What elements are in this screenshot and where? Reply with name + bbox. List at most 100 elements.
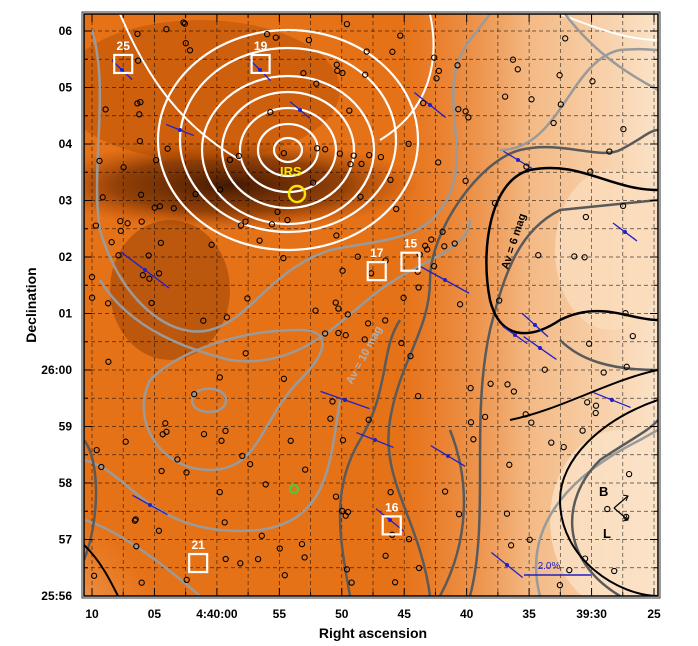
star-marker bbox=[133, 543, 140, 550]
star-marker bbox=[344, 311, 351, 318]
star-marker bbox=[309, 179, 317, 186]
vector-center bbox=[505, 563, 509, 567]
star-markers bbox=[88, 19, 636, 589]
star-marker bbox=[420, 99, 427, 107]
vector-center bbox=[538, 346, 542, 350]
contour-white bbox=[178, 46, 398, 234]
star-marker bbox=[587, 168, 594, 175]
highlight-box bbox=[381, 515, 402, 536]
star-marker bbox=[430, 263, 438, 270]
star-marker bbox=[339, 267, 346, 274]
star-marker bbox=[244, 295, 251, 302]
x-tick-label: 05 bbox=[148, 607, 162, 621]
star-marker bbox=[405, 140, 412, 148]
star-marker bbox=[407, 352, 414, 360]
x-tick-marks bbox=[91, 14, 655, 596]
star-marker bbox=[256, 237, 263, 244]
star-marker bbox=[99, 194, 106, 201]
star-marker bbox=[455, 511, 463, 518]
x-tick-label: 25 bbox=[647, 607, 661, 621]
star-marker bbox=[510, 388, 518, 395]
vector-center bbox=[428, 103, 432, 107]
highlight-box-label: 17 bbox=[370, 246, 384, 260]
plot-frame bbox=[83, 13, 659, 597]
irs-marker: IRS bbox=[280, 164, 307, 204]
scale-bar: 2.0% bbox=[524, 561, 591, 576]
star-marker bbox=[183, 576, 190, 584]
vector-center bbox=[533, 323, 537, 327]
star-marker bbox=[622, 310, 629, 317]
star-marker bbox=[242, 218, 249, 225]
star-marker bbox=[611, 567, 618, 575]
star-marker bbox=[181, 20, 189, 27]
star-marker bbox=[137, 191, 145, 198]
contour-gray bbox=[534, 428, 658, 596]
star-marker bbox=[454, 62, 461, 69]
star-marker bbox=[503, 510, 511, 517]
star-marker bbox=[267, 109, 274, 116]
star-marker bbox=[258, 532, 265, 539]
contour-white bbox=[379, 14, 435, 141]
star-marker bbox=[357, 193, 364, 200]
star-marker bbox=[629, 332, 636, 340]
star-marker bbox=[456, 301, 464, 308]
star-marker bbox=[415, 284, 422, 291]
compass-b: B bbox=[599, 484, 608, 499]
star-marker bbox=[208, 241, 215, 248]
star-marker bbox=[623, 363, 630, 370]
star-marker bbox=[186, 47, 194, 54]
star-marker bbox=[226, 156, 234, 164]
star-marker bbox=[157, 239, 165, 247]
star-marker bbox=[522, 411, 529, 418]
highlight-box bbox=[250, 53, 271, 75]
star-marker bbox=[96, 157, 103, 165]
star-marker bbox=[263, 31, 271, 38]
star-marker bbox=[344, 508, 352, 516]
contour-gray bbox=[564, 14, 658, 92]
star-marker bbox=[363, 48, 370, 55]
star-marker bbox=[262, 481, 269, 488]
star-marker bbox=[136, 137, 144, 145]
star-marker bbox=[280, 254, 287, 262]
star-marker bbox=[200, 430, 208, 438]
highlight-box-label: 21 bbox=[191, 538, 205, 552]
contour-white bbox=[119, 14, 241, 161]
star-marker bbox=[377, 153, 385, 161]
y-tick-label: 02 bbox=[59, 250, 73, 264]
star-marker bbox=[451, 240, 458, 247]
star-marker bbox=[481, 413, 489, 421]
contour-white bbox=[156, 28, 420, 252]
star-marker bbox=[162, 420, 169, 427]
x-tick-label: 50 bbox=[335, 607, 349, 621]
star-marker bbox=[174, 456, 181, 463]
star-marker bbox=[382, 317, 389, 324]
contour-white bbox=[559, 14, 658, 41]
star-marker bbox=[342, 332, 349, 339]
vector-center bbox=[120, 68, 124, 72]
star-marker bbox=[155, 527, 163, 534]
star-marker bbox=[470, 436, 477, 443]
highlight-box-label: 16 bbox=[385, 500, 399, 514]
star-marker bbox=[339, 507, 346, 515]
contour-white bbox=[272, 136, 304, 164]
star-marker bbox=[102, 106, 109, 113]
polarization-vectors bbox=[111, 58, 638, 579]
star-marker bbox=[333, 61, 340, 68]
star-marker bbox=[138, 579, 145, 586]
contour-gray bbox=[190, 387, 228, 414]
contour-dark bbox=[387, 128, 658, 596]
star-marker bbox=[246, 461, 254, 468]
star-marker bbox=[254, 555, 262, 563]
star-marker bbox=[541, 366, 548, 373]
star-marker bbox=[348, 579, 355, 586]
vector-center bbox=[388, 518, 392, 522]
star-marker bbox=[120, 164, 127, 171]
contour-gray bbox=[499, 47, 658, 152]
star-marker bbox=[242, 350, 249, 357]
star-marker bbox=[557, 101, 564, 108]
star-marker bbox=[313, 80, 320, 87]
star-marker bbox=[579, 427, 586, 434]
star-marker bbox=[335, 305, 342, 312]
star-marker bbox=[183, 469, 190, 476]
contour-gray bbox=[84, 518, 201, 596]
